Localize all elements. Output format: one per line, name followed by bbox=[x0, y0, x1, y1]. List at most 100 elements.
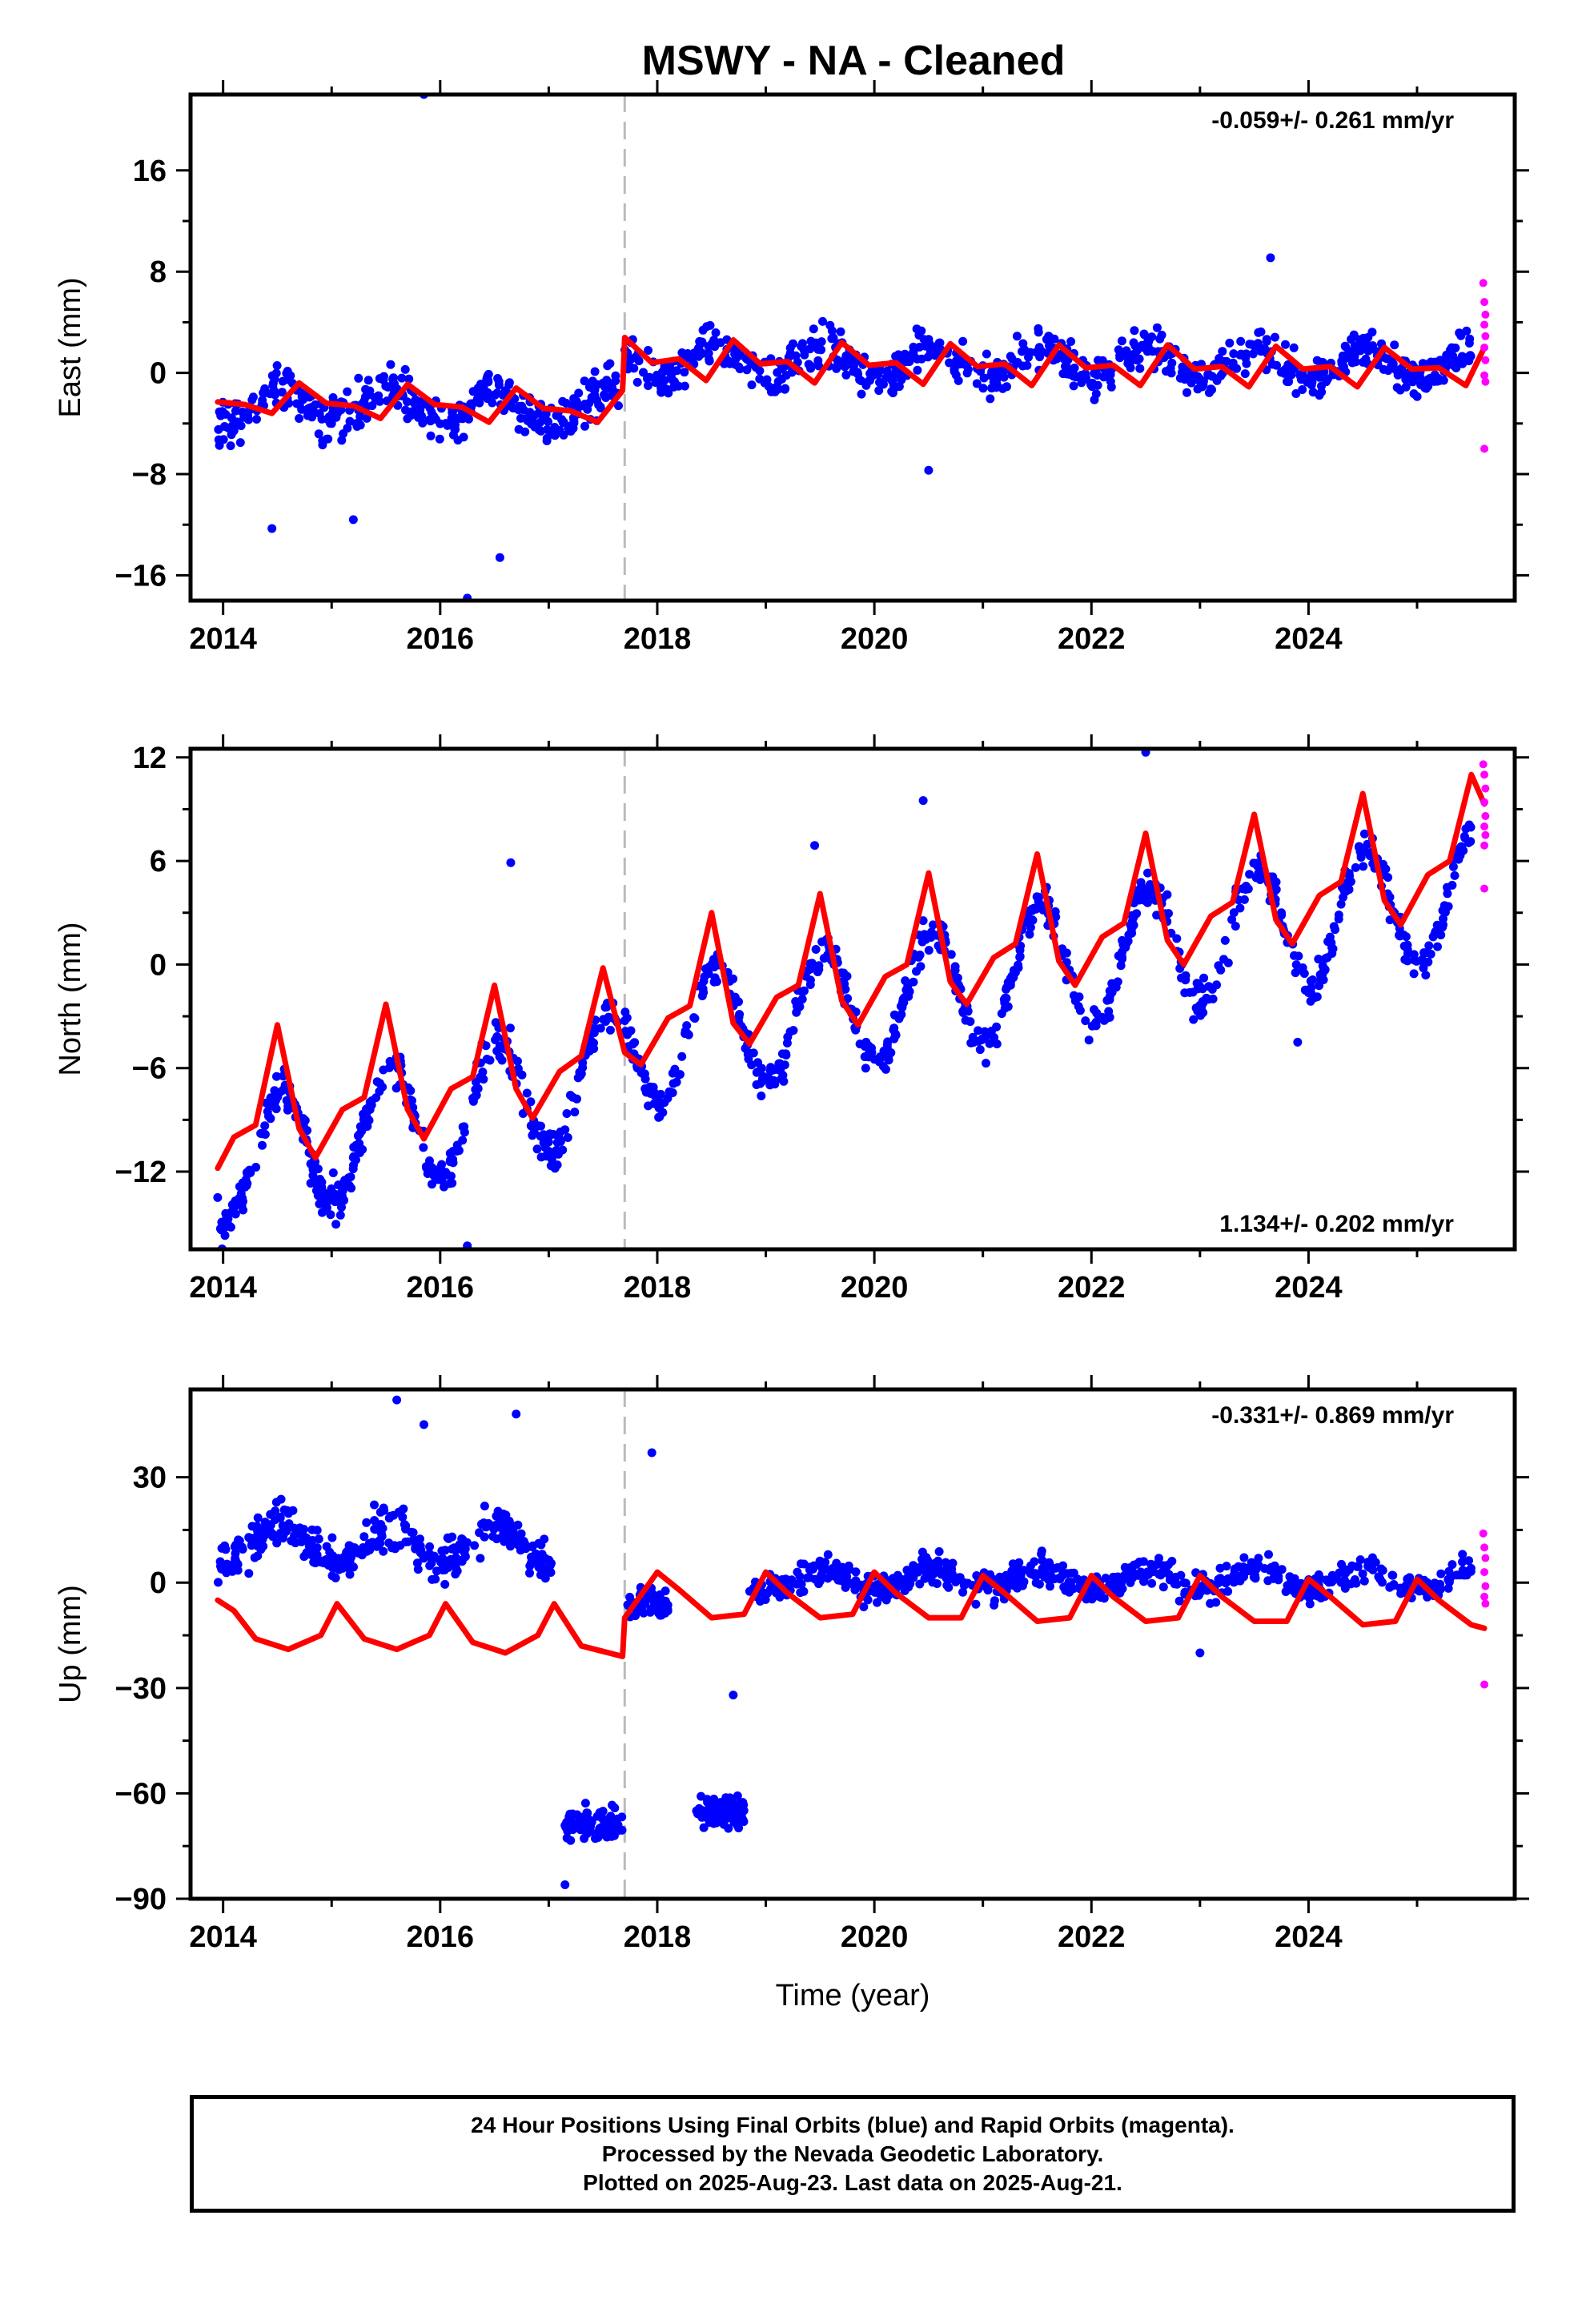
final-orbit-point bbox=[1146, 891, 1156, 899]
final-orbit-point bbox=[725, 1793, 735, 1803]
final-orbit-point bbox=[1139, 1557, 1148, 1566]
final-orbit-point bbox=[1464, 1556, 1473, 1566]
final-orbit-point bbox=[525, 408, 535, 417]
final-orbit-point bbox=[706, 340, 716, 350]
final-orbit-point bbox=[1327, 943, 1336, 952]
final-orbit-point bbox=[494, 380, 504, 390]
rapid-orbit-point bbox=[1481, 1599, 1490, 1608]
final-orbit-point bbox=[327, 1184, 336, 1193]
final-orbit-point bbox=[819, 954, 829, 963]
final-orbit-point bbox=[999, 995, 1009, 1004]
final-orbit-point bbox=[1347, 357, 1357, 367]
rapid-orbit-point bbox=[1481, 356, 1490, 364]
final-orbit-point bbox=[266, 1510, 275, 1519]
final-orbit-point bbox=[885, 371, 894, 380]
final-orbit-point bbox=[1300, 985, 1310, 995]
final-orbit-point bbox=[971, 1599, 981, 1609]
final-orbit-point bbox=[252, 415, 261, 424]
y-tick-label: 0 bbox=[150, 357, 167, 391]
final-orbit-point bbox=[406, 408, 416, 417]
final-orbit-point bbox=[445, 1179, 455, 1188]
final-orbit-point bbox=[832, 1571, 841, 1581]
final-orbit-point bbox=[605, 1025, 615, 1035]
final-orbit-point bbox=[1458, 1550, 1468, 1559]
rapid-orbit-point bbox=[1480, 1592, 1489, 1601]
final-orbit-point bbox=[954, 376, 963, 385]
final-orbit-point bbox=[542, 1152, 551, 1161]
final-orbit-point bbox=[357, 1126, 367, 1136]
final-orbit-point bbox=[1267, 1562, 1276, 1572]
final-orbit-point bbox=[336, 1558, 346, 1567]
final-orbit-point bbox=[445, 1148, 455, 1158]
y-tick-label: 6 bbox=[150, 845, 167, 879]
final-orbit-point bbox=[1339, 1564, 1348, 1574]
y-axis-label: Up (mm) bbox=[54, 1585, 87, 1703]
final-orbit-point bbox=[695, 336, 705, 346]
final-orbit-point bbox=[782, 1039, 792, 1047]
final-orbit-point bbox=[1123, 359, 1133, 368]
final-orbit-point bbox=[1096, 1593, 1106, 1602]
final-orbit-point bbox=[354, 1139, 363, 1148]
final-orbit-point bbox=[238, 1178, 247, 1188]
final-orbit-point bbox=[789, 1026, 798, 1035]
final-orbit-point bbox=[566, 1835, 576, 1845]
final-orbit-point bbox=[352, 422, 362, 431]
final-orbit-point bbox=[991, 368, 1001, 377]
final-orbit-point bbox=[732, 346, 741, 356]
rapid-orbit-point bbox=[1480, 298, 1489, 307]
final-orbit-point bbox=[622, 1013, 632, 1023]
final-orbit-point bbox=[1255, 875, 1265, 884]
rapid-orbit-point bbox=[1480, 884, 1489, 893]
final-orbit-point bbox=[327, 1571, 337, 1581]
final-orbit-point bbox=[809, 324, 818, 334]
final-orbit-point bbox=[335, 1210, 345, 1220]
final-orbit-point bbox=[1229, 349, 1239, 359]
final-orbit-point bbox=[1464, 339, 1474, 348]
final-orbit-point bbox=[1182, 388, 1191, 397]
x-tick-label: 2014 bbox=[189, 622, 257, 656]
final-orbit-point bbox=[265, 1520, 275, 1530]
final-orbit-point bbox=[1046, 1582, 1054, 1591]
final-orbit-point bbox=[492, 1520, 501, 1530]
final-orbit-point bbox=[1081, 374, 1090, 384]
final-orbit-point bbox=[275, 1512, 285, 1522]
final-orbit-point bbox=[541, 409, 551, 419]
final-orbit-point bbox=[1341, 887, 1351, 896]
final-orbit-point bbox=[432, 1566, 441, 1576]
final-orbit-point bbox=[258, 1140, 267, 1150]
final-orbit-point bbox=[1436, 931, 1446, 939]
panel-up: 2014 2016 2018 2020 2022 2024 30 0 −30 −60 −90 Up (… bbox=[54, 1375, 1529, 2012]
final-orbit-point bbox=[985, 1039, 994, 1048]
final-orbit-point bbox=[1378, 1566, 1387, 1575]
final-orbit-point bbox=[379, 1546, 388, 1556]
final-orbit-point bbox=[354, 373, 363, 383]
final-orbit-point bbox=[1118, 935, 1127, 945]
final-orbit-point bbox=[1118, 955, 1126, 964]
final-orbit-point bbox=[516, 413, 525, 423]
final-orbit-point bbox=[1118, 1574, 1128, 1584]
final-orbit-point bbox=[632, 377, 642, 387]
rapid-orbit-point bbox=[1480, 1568, 1489, 1577]
final-orbit-point bbox=[777, 1049, 787, 1059]
final-orbit-point bbox=[343, 1173, 353, 1183]
final-orbit-point bbox=[600, 1819, 609, 1829]
final-orbit-point bbox=[1439, 920, 1447, 930]
final-orbit-point bbox=[781, 384, 790, 393]
final-orbit-point bbox=[1306, 996, 1315, 1006]
final-orbit-point bbox=[1092, 1008, 1102, 1018]
final-orbit-point bbox=[660, 1098, 669, 1108]
final-orbit-point bbox=[669, 1079, 678, 1088]
final-orbit-point bbox=[827, 326, 837, 336]
final-orbit-point bbox=[213, 1192, 223, 1202]
final-orbit-point bbox=[1066, 337, 1076, 346]
final-orbit-point bbox=[404, 374, 414, 384]
rapid-orbit-point bbox=[1481, 830, 1490, 839]
final-orbit-point bbox=[611, 376, 620, 386]
final-orbit-point bbox=[220, 1223, 230, 1232]
final-orbit-point bbox=[1126, 924, 1136, 934]
final-orbit-point bbox=[437, 1176, 447, 1185]
plot-area bbox=[213, 749, 1490, 1249]
final-orbit-point bbox=[441, 419, 451, 428]
final-orbit-point bbox=[435, 434, 444, 444]
final-orbit-point bbox=[1061, 361, 1070, 371]
